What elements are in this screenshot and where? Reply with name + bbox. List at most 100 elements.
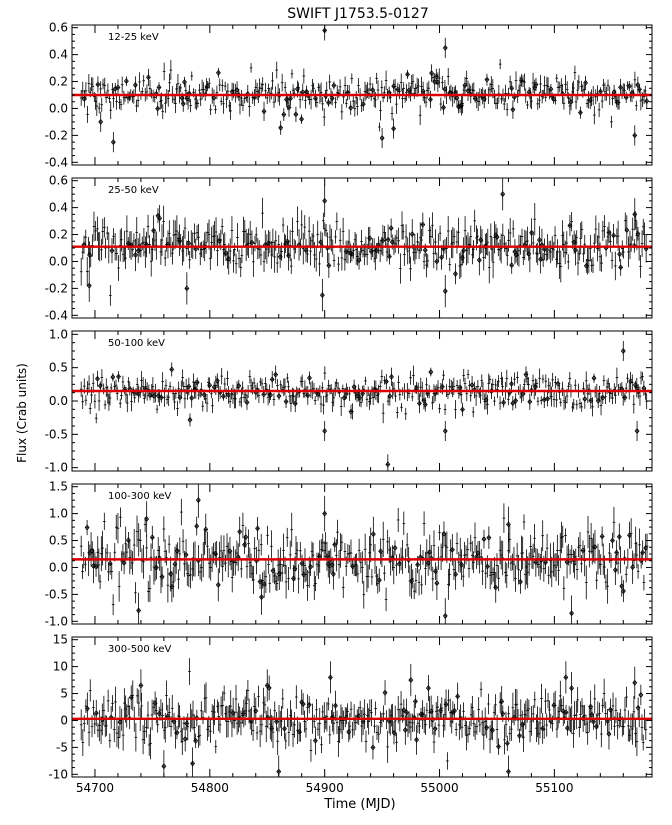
data-point-marker (107, 560, 113, 567)
y-tick-label: 0.4 (49, 48, 68, 62)
data-point-marker (510, 106, 516, 113)
data-point-marker (385, 236, 391, 243)
data-point-marker (496, 743, 501, 750)
data-point-marker (388, 225, 394, 232)
y-tick-label: -0.4 (45, 155, 68, 169)
data-point-marker (442, 427, 448, 435)
data-point-marker (156, 84, 162, 91)
data-point-marker (387, 393, 393, 400)
data-point-marker (249, 239, 255, 246)
data-point-marker (193, 737, 199, 744)
data-point-marker (453, 571, 459, 578)
data-point-marker (389, 373, 394, 380)
data-point-marker (84, 705, 90, 712)
data-point-marker (626, 83, 632, 90)
data-point-marker (628, 378, 633, 385)
data-point-marker (500, 710, 506, 717)
data-point-marker (245, 90, 251, 98)
data-point-marker (253, 707, 259, 714)
data-point-marker (509, 85, 515, 92)
data-point-marker (412, 698, 418, 705)
data-point-marker (404, 709, 410, 716)
data-point-marker (588, 397, 594, 404)
data-point-marker (408, 677, 414, 684)
data-point-marker (203, 526, 209, 533)
data-point-marker (442, 612, 448, 619)
data-point-marker (154, 90, 159, 97)
data-point-marker (434, 580, 440, 587)
data-point-marker (255, 525, 260, 532)
panel-3-data (79, 341, 648, 471)
data-point-marker (599, 533, 605, 540)
y-axis-label: Flux (Crab units) (15, 363, 29, 463)
data-point-marker (327, 674, 333, 681)
data-point-marker (391, 125, 397, 132)
data-point-marker (174, 729, 180, 736)
y-tick-label: -0.4 (45, 308, 68, 322)
data-point-marker (537, 237, 542, 244)
data-point-marker (402, 726, 408, 734)
data-point-marker (443, 701, 449, 708)
data-point-marker (378, 548, 384, 555)
data-point-marker (461, 247, 467, 254)
data-point-marker (484, 563, 490, 570)
data-point-marker (370, 86, 376, 93)
data-point-marker (635, 81, 641, 88)
data-point-marker (499, 698, 505, 705)
panel-1: -0.4 -0.2 0.0 0.2 0.4 0.6 12-25 keV (45, 21, 653, 169)
data-point-marker (283, 398, 289, 405)
data-point-marker (622, 394, 628, 401)
data-point-marker (441, 104, 446, 111)
data-point-marker (527, 398, 533, 405)
data-point-marker (282, 725, 287, 732)
data-point-marker (343, 248, 349, 255)
data-point-marker (405, 71, 410, 78)
data-point-marker (193, 245, 199, 252)
data-point-marker (326, 99, 331, 106)
data-point-marker (278, 124, 284, 131)
y-tick-label: -1.0 (45, 614, 68, 628)
data-point-marker (299, 116, 305, 123)
data-point-marker (506, 521, 511, 528)
data-point-marker (144, 515, 150, 523)
data-point-marker (244, 399, 250, 406)
data-point-marker (184, 285, 190, 292)
data-point-marker (638, 691, 644, 698)
data-point-marker (125, 537, 131, 544)
data-point-marker (620, 347, 626, 355)
data-point-marker (319, 292, 325, 299)
data-point-marker (455, 693, 461, 700)
y-tick-label: 15 (53, 633, 68, 647)
data-point-marker (187, 416, 193, 423)
y-tick-label: 10 (53, 660, 68, 674)
data-point-marker (635, 704, 641, 711)
data-point-marker (292, 400, 298, 407)
y-tick-label: 0.6 (49, 21, 68, 35)
data-point-marker (533, 81, 539, 88)
y-tick-label: 0.0 (49, 560, 68, 574)
data-point-marker (420, 221, 426, 228)
data-point-marker (476, 257, 482, 264)
data-point-marker (386, 253, 392, 260)
data-point-marker (616, 533, 622, 540)
data-point-marker (86, 282, 92, 289)
data-point-marker (422, 401, 428, 408)
x-axis-label: Time (MJD) (323, 797, 395, 812)
data-point-marker (116, 373, 121, 380)
data-point-marker (439, 383, 445, 390)
data-point-marker (109, 247, 115, 254)
data-point-marker (415, 561, 421, 568)
y-tick-label: -0.5 (45, 427, 68, 441)
data-point-marker (186, 383, 192, 390)
data-point-marker (121, 559, 127, 566)
y-tick-label: 0.2 (49, 228, 68, 242)
data-point-marker (182, 79, 187, 86)
data-point-marker (454, 95, 460, 102)
data-point-marker (471, 387, 477, 394)
data-point-marker (376, 577, 382, 584)
data-point-marker (389, 238, 395, 246)
data-point-marker (274, 718, 279, 725)
y-tick-label: 0.2 (49, 75, 68, 89)
